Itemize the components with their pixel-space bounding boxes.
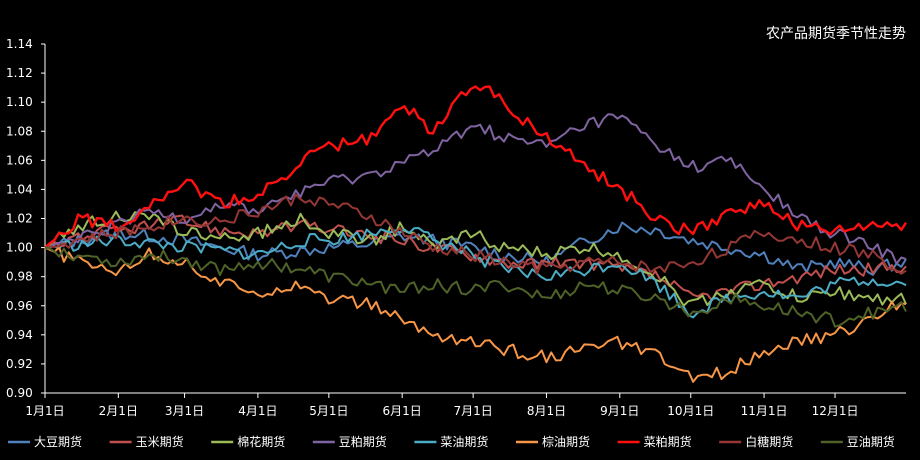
y-tick-label: 0.94 [6, 328, 33, 342]
x-tick-label: 6月1日 [383, 404, 422, 418]
y-tick-label: 0.96 [6, 299, 33, 313]
legend: 大豆期货 玉米期货 棉花期货 豆粕期货 菜油期货 棕油期货 菜粕期货 白糖期货 豆油期货 [8, 434, 895, 449]
series-line-3 [44, 113, 907, 265]
y-axis: 0.90 0.92 0.94 0.96 0.98 1.00 1.02 1.04 1.06 1.08… [6, 37, 46, 400]
y-tick-label: 1.08 [6, 124, 33, 138]
x-axis: 1月1日 2月1日 3月1日 4月1日 5月1日 6月1日 7月1日 8月1日 9月1日 10月1… [25, 392, 906, 418]
y-tick-label: 1.10 [6, 95, 33, 109]
series-line-1 [44, 214, 907, 302]
x-tick-label: 9月1日 [600, 404, 639, 418]
x-tick-label: 7月1日 [453, 404, 492, 418]
y-tick-label: 1.06 [6, 153, 33, 167]
legend-label: 豆粕期货 [339, 434, 387, 449]
legend-label: 玉米期货 [136, 434, 184, 449]
y-tick-label: 0.92 [6, 357, 33, 371]
legend-label: 白糖期货 [745, 434, 793, 449]
x-tick-label: 1月1日 [25, 404, 64, 418]
series-line-8 [44, 246, 907, 328]
x-tick-label: 3月1日 [165, 404, 204, 418]
x-tick-label: 2月1日 [99, 404, 138, 418]
series-line-7 [44, 193, 907, 275]
series-layer [44, 85, 908, 383]
y-tick-label: 0.98 [6, 270, 33, 284]
x-tick-label: 5月1日 [309, 404, 348, 418]
y-tick-label: 1.02 [6, 212, 33, 226]
y-tick-label: 1.04 [6, 182, 33, 196]
legend-label: 大豆期货 [34, 434, 82, 449]
x-tick-label: 10月1日 [667, 404, 714, 418]
y-tick-label: 1.14 [6, 37, 33, 51]
legend-label: 棕油期货 [542, 434, 590, 449]
legend-label: 菜油期货 [440, 434, 488, 449]
y-tick-label: 1.12 [6, 66, 33, 80]
x-tick-label: 11月1日 [741, 404, 788, 418]
legend-label: 菜粕期货 [644, 434, 692, 449]
series-line-4 [44, 227, 907, 319]
x-tick-label: 4月1日 [238, 404, 277, 418]
series-line-0 [44, 221, 907, 276]
series-line-2 [44, 210, 907, 307]
x-tick-label: 12月1日 [812, 404, 859, 418]
chart-title: 农产品期货季节性走势 [766, 25, 906, 42]
legend-label: 豆油期货 [847, 434, 895, 449]
y-tick-label: 0.90 [6, 386, 33, 400]
y-tick-label: 1.00 [6, 241, 33, 255]
x-tick-label: 8月1日 [527, 404, 566, 418]
legend-label: 棉花期货 [237, 434, 285, 449]
series-line-6 [44, 85, 908, 249]
